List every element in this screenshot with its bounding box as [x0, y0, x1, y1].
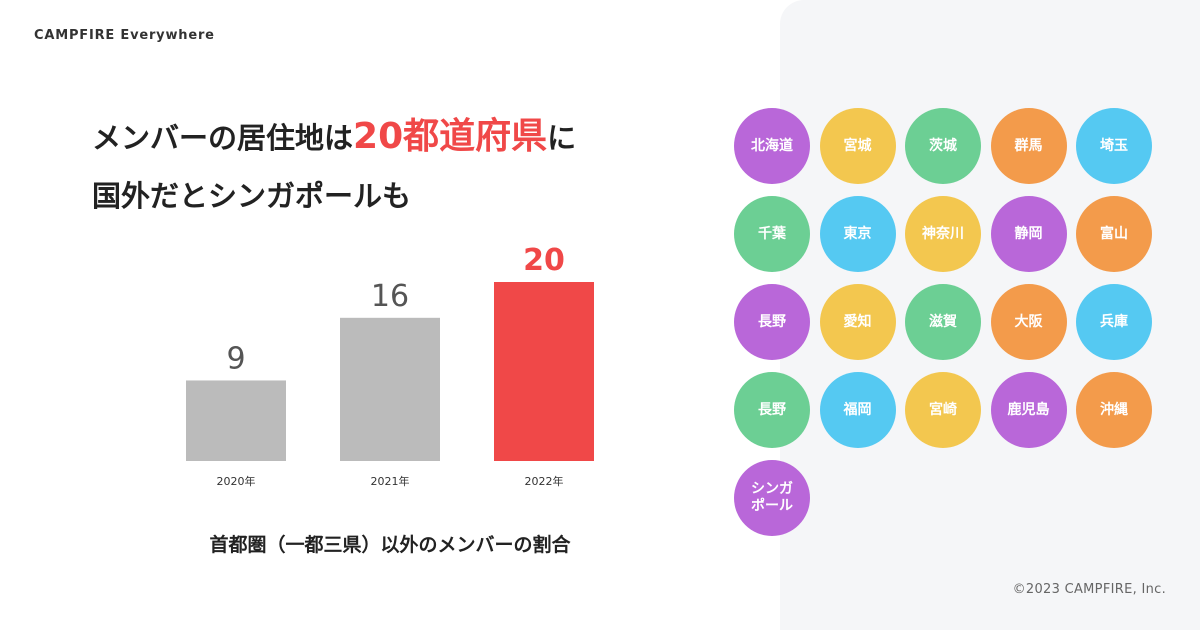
prefecture-circle: 福岡 [819, 372, 896, 448]
prefecture-circle: 長野 [734, 284, 810, 360]
prefecture-circle: 東京 [819, 196, 896, 272]
brand-logo-text: CAMPFIRE Everywhere [34, 28, 215, 43]
chart-caption: 首都圏（一都三県）以外のメンバーの割合 [209, 534, 571, 556]
bar-value-label: 20 [523, 243, 565, 278]
headline-line1-post: に [547, 121, 577, 155]
x-tick-label: 2021年 [371, 474, 410, 488]
prefecture-circle: 宮城 [819, 108, 896, 184]
bar-2020年 [186, 380, 286, 461]
bar-value-label: 16 [371, 279, 409, 314]
prefecture-circle: 富山 [1076, 196, 1152, 272]
x-tick-label: 2020年 [217, 474, 256, 488]
bar-2021年 [340, 317, 440, 461]
prefecture-circle: 静岡 [990, 196, 1067, 272]
prefecture-circle: 神奈川 [905, 196, 981, 272]
prefecture-circle: 長野 [734, 372, 810, 448]
prefecture-circle: 兵庫 [1076, 284, 1152, 360]
bar-2022年 [494, 282, 594, 461]
prefecture-circle: 千葉 [734, 196, 810, 272]
prefecture-circle: シンガ ポール [734, 460, 810, 536]
headline-line1-pre: メンバーの居住地は [92, 121, 354, 155]
prefecture-circle: 大阪 [990, 284, 1067, 360]
bar-value-label: 9 [226, 341, 245, 376]
headline: メンバーの居住地は20都道府県に 国外だとシンガポールも [92, 108, 576, 225]
prefecture-circle: 滋賀 [905, 284, 981, 360]
copyright: ©2023 CAMPFIRE, Inc. [1012, 582, 1166, 597]
headline-line1-highlight: 20都道府県 [353, 116, 548, 157]
prefecture-circle: 埼玉 [1076, 108, 1152, 184]
prefecture-circle: 鹿児島 [990, 372, 1067, 448]
prefecture-circle: 愛知 [819, 284, 896, 360]
prefecture-circle: 茨城 [905, 108, 981, 184]
headline-line2: 国外だとシンガポールも [92, 179, 412, 213]
prefecture-circle: 北海道 [734, 108, 810, 184]
prefecture-circle: 群馬 [990, 108, 1067, 184]
prefecture-circle: 宮崎 [905, 372, 981, 448]
bar-chart: 9 2020年 16 2021年 20 2022年 [186, 243, 594, 488]
prefecture-grid: 北海道 宮城 茨城 群馬 埼玉 千葉 東京 神奈川 静岡 富山 長野 愛知 滋賀 大阪 兵庫 長野 福岡 宮崎 鹿児… [734, 108, 1154, 538]
prefecture-circle: 沖縄 [1076, 372, 1152, 448]
x-tick-label: 2022年 [525, 474, 564, 488]
